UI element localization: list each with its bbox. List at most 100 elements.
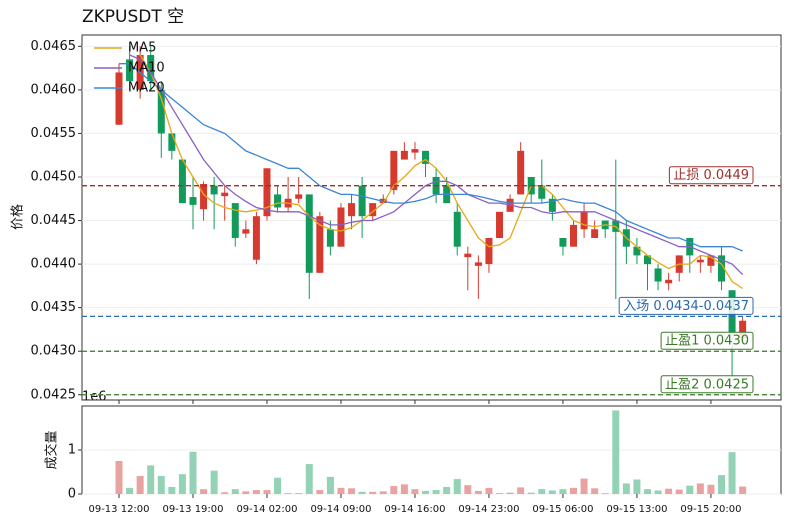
volume-offset: 1e6 [82,390,107,405]
volume-bar [644,489,651,494]
candle-body [464,253,472,258]
volume-bar [115,461,123,494]
level-label: 入场 0.0434-0.0437 [623,299,749,314]
candle-body [654,268,662,282]
volume-bar [126,487,134,494]
candle-body [305,194,313,273]
x-tick-label: 09-15 06:00 [532,504,593,515]
volume-bar [696,483,704,494]
volume-bar [707,484,715,494]
volume-bar [728,452,736,494]
candle-body [369,203,377,217]
volume-bar [633,479,641,494]
volume-bar [686,485,694,494]
candle-body [696,259,704,263]
x-tick-label: 09-15 20:00 [680,504,741,515]
candle-body [474,262,482,266]
volume-bar [147,465,155,494]
volume-bar [157,475,165,494]
volume-bar [591,488,599,494]
x-tick-label: 09-15 13:00 [606,504,667,515]
candle-body [358,185,366,217]
volume-bar [739,486,747,494]
volume-bar [538,489,546,494]
volume-bar [474,490,482,494]
candle-body [580,211,588,230]
y-tick-label: 0.0440 [31,257,77,272]
volume-bar [252,490,260,494]
volume-bar [231,489,239,494]
candle-body [221,192,229,197]
y-tick-label: 0.0455 [31,126,77,141]
volume-bar [432,490,440,494]
volume-bar [200,489,208,494]
candle-body [422,150,430,164]
volume-bar [284,493,292,494]
volume-bar [348,488,356,494]
candle-body [231,203,239,238]
y-tick-label: 0.0430 [31,344,77,359]
volume-bar [411,489,419,494]
volume-bar [295,493,303,494]
volume-bar [485,487,493,494]
volume-bar [305,464,313,494]
level-label: 止盈2 0.0425 [665,377,749,392]
candle-body [559,237,567,247]
y-tick-label: 0.0465 [31,39,77,54]
y-axis-label: 价格 [10,204,26,230]
volume-bar [178,474,186,494]
y-tick-label: 0.0435 [31,300,77,315]
volume-bar [326,476,334,494]
volume-axis-label: 成交量 [44,430,60,469]
candle-body [326,229,334,247]
x-tick-label: 09-13 12:00 [88,504,149,515]
candle-body [337,207,345,247]
volume-bar [443,486,451,494]
candle-body [644,255,651,265]
volume-bar [527,492,535,494]
candle-body [400,150,408,160]
candle-body [548,198,556,212]
volume-bar [665,488,673,494]
candle-body [665,279,673,284]
volume-bar [654,490,662,494]
volume-bar [168,486,176,494]
x-tick-label: 09-14 09:00 [310,504,371,515]
legend-label: MA10 [128,61,165,76]
volume-bar [570,487,578,494]
volume-bar [400,484,408,494]
volume-bar [580,478,588,494]
x-tick-label: 09-14 16:00 [384,504,445,515]
candle-body [390,150,398,191]
candle-body [739,320,747,339]
legend-label: MA5 [128,41,156,56]
candle-body [178,159,186,204]
level-label-box [668,166,754,185]
candle-body [411,149,419,153]
volume-bar [358,491,366,494]
level-label-box [660,375,754,394]
volume-bar [717,475,725,494]
candle-body [316,216,324,273]
volume-bar [675,489,683,494]
volume-bar [453,479,461,494]
candle-body [147,55,155,82]
y-tick-label: 0.0425 [31,387,77,402]
x-tick-label: 09-13 19:00 [162,504,223,515]
ma-line [139,54,743,290]
volume-bar [189,451,197,494]
candle-body [189,197,197,205]
candle-body [348,203,356,217]
candle-body [168,133,176,151]
volume-bar [316,490,324,494]
candle-body [453,211,461,247]
candle-body [242,229,250,234]
volume-bar [422,490,430,494]
volume-bar [464,485,472,494]
candle-body [496,211,504,238]
volume-bar [390,486,398,494]
volume-bar [369,491,377,494]
y-tick-label: 0 [68,487,76,502]
ma-line [119,63,743,252]
